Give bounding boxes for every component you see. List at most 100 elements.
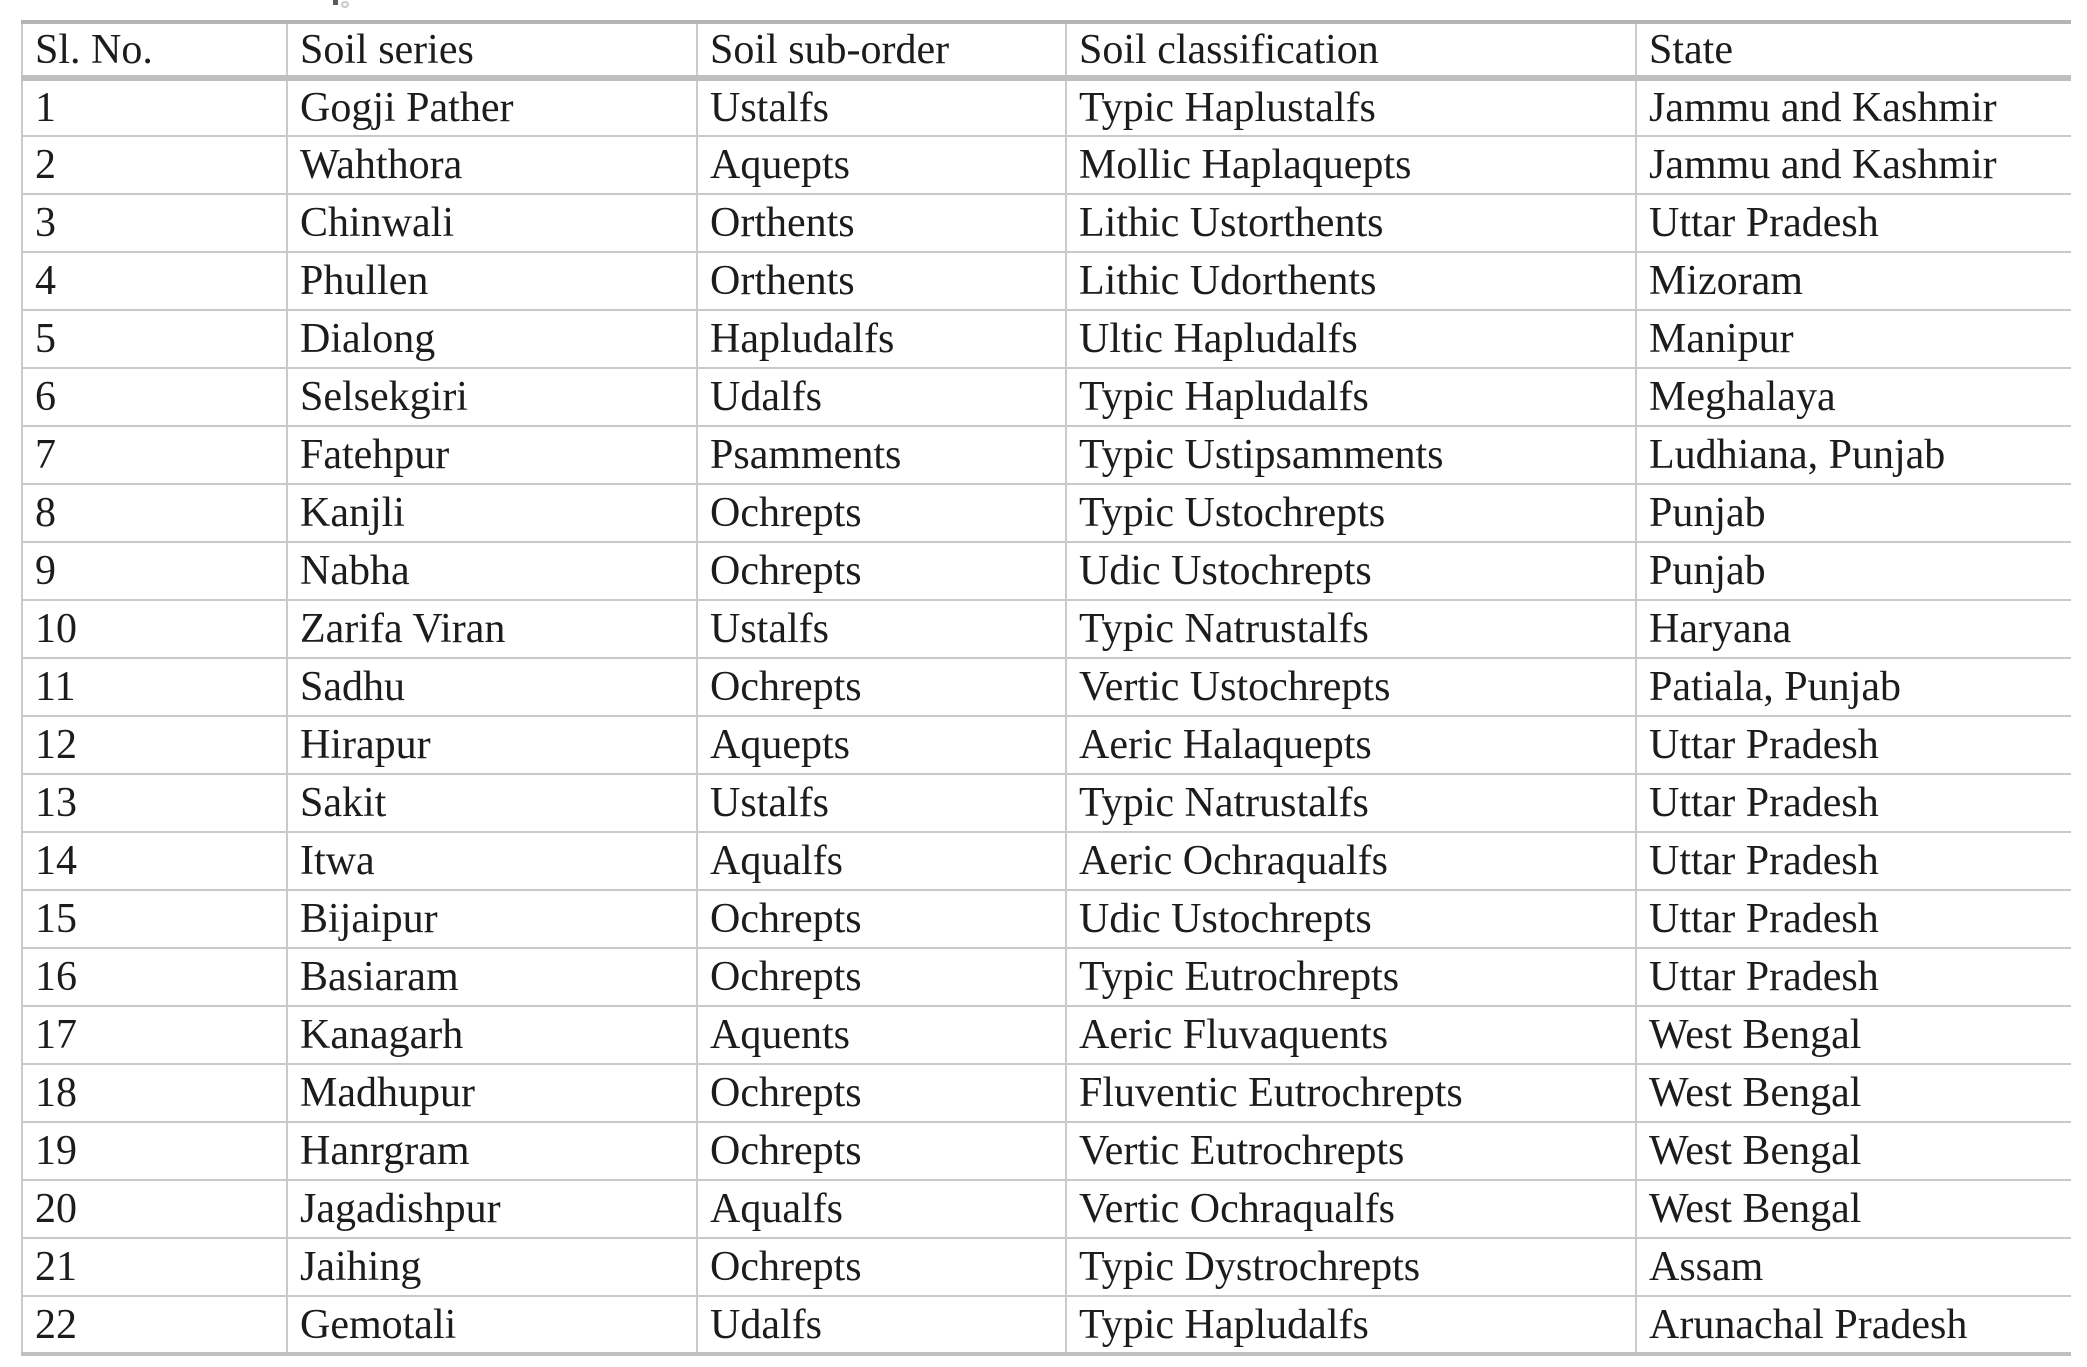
table-row: 10 Zarifa Viran Ustalfs Typic Natrustalfs Ha… xyxy=(21,600,2071,659)
table-row: 12 Hirapur Aquepts Aeric Halaquepts Uttar Pr… xyxy=(21,716,2071,775)
table-cell-soil-series: Dialong xyxy=(286,310,697,369)
table-cell-sl-no: 17 xyxy=(21,1006,287,1065)
table-row: 1 Gogji Pather Ustalfs Typic Haplustalfs Jam… xyxy=(21,78,2071,137)
table-cell-soil-series: Wahthora xyxy=(286,136,697,195)
header-row: Sl. No. Soil series Soil sub-order Soil cla… xyxy=(21,22,2071,81)
table-cell-soil-sub-order: Aqualfs xyxy=(696,832,1066,891)
table-cell-state: Uttar Pradesh xyxy=(1635,890,2071,949)
artifact-mark xyxy=(333,0,338,5)
table-cell-state: Punjab xyxy=(1635,484,2071,543)
artifact-mark xyxy=(341,1,349,8)
table-cell-sl-no: 1 xyxy=(21,78,287,137)
table-cell-state: Uttar Pradesh xyxy=(1635,774,2071,833)
soil-classification-table: Sl. No. Soil series Soil sub-order Soil cla… xyxy=(21,20,2071,1356)
table-cell-soil-series: Basiaram xyxy=(286,948,697,1007)
table-cell-soil-classification: Lithic Udorthents xyxy=(1065,252,1636,311)
table-row: 5 Dialong Hapludalfs Ultic Hapludalfs Manipu… xyxy=(21,310,2071,369)
table-cell-sl-no: 20 xyxy=(21,1180,287,1239)
table-row: 8 Kanjli Ochrepts Typic Ustochrepts Punjab xyxy=(21,484,2071,543)
table-cell-soil-series: Jagadishpur xyxy=(286,1180,697,1239)
table-cell-soil-sub-order: Ochrepts xyxy=(696,890,1066,949)
table-cell-state: West Bengal xyxy=(1635,1006,2071,1065)
table-cell-soil-classification: Vertic Ustochrepts xyxy=(1065,658,1636,717)
table-cell-state: Arunachal Pradesh xyxy=(1635,1296,2071,1356)
table-row: 14 Itwa Aqualfs Aeric Ochraqualfs Uttar Prad… xyxy=(21,832,2071,891)
table-cell-soil-classification: Mollic Haplaquepts xyxy=(1065,136,1636,195)
table-cell-soil-series: Nabha xyxy=(286,542,697,601)
table-row: 6 Selsekgiri Udalfs Typic Hapludalfs Meghala… xyxy=(21,368,2071,427)
table-row: 22 Gemotali Udalfs Typic Hapludalfs Arunacha… xyxy=(21,1296,2071,1356)
table-cell-soil-classification: Aeric Fluvaquents xyxy=(1065,1006,1636,1065)
table-cell-soil-classification: Lithic Ustorthents xyxy=(1065,194,1636,253)
table-cell-sl-no: 7 xyxy=(21,426,287,485)
table-cell-sl-no: 5 xyxy=(21,310,287,369)
table-cell-state: Meghalaya xyxy=(1635,368,2071,427)
table-cell-soil-series: Madhupur xyxy=(286,1064,697,1123)
table-cell-soil-sub-order: Ochrepts xyxy=(696,1064,1066,1123)
table-body: 1 Gogji Pather Ustalfs Typic Haplustalfs Jam… xyxy=(21,78,2071,1356)
table-cell-sl-no: 9 xyxy=(21,542,287,601)
table-cell-soil-classification: Typic Ustipsamments xyxy=(1065,426,1636,485)
column-header-soil-series: Soil series xyxy=(286,22,697,81)
table-cell-soil-sub-order: Ustalfs xyxy=(696,78,1066,137)
table-cell-sl-no: 2 xyxy=(21,136,287,195)
table-cell-sl-no: 6 xyxy=(21,368,287,427)
table-cell-soil-series: Phullen xyxy=(286,252,697,311)
table-cell-soil-series: Hanrgram xyxy=(286,1122,697,1181)
table-cell-soil-sub-order: Ochrepts xyxy=(696,1238,1066,1297)
table-row: 9 Nabha Ochrepts Udic Ustochrepts Punjab xyxy=(21,542,2071,601)
table-cell-sl-no: 18 xyxy=(21,1064,287,1123)
table-cell-soil-classification: Vertic Eutrochrepts xyxy=(1065,1122,1636,1181)
table-cell-soil-classification: Typic Hapludalfs xyxy=(1065,1296,1636,1356)
table-cell-soil-series: Zarifa Viran xyxy=(286,600,697,659)
table-cell-soil-sub-order: Psamments xyxy=(696,426,1066,485)
table-cell-sl-no: 21 xyxy=(21,1238,287,1297)
table-row: 11 Sadhu Ochrepts Vertic Ustochrepts Patiala… xyxy=(21,658,2071,717)
table-cell-soil-series: Itwa xyxy=(286,832,697,891)
table-cell-state: Uttar Pradesh xyxy=(1635,716,2071,775)
table-cell-soil-classification: Udic Ustochrepts xyxy=(1065,890,1636,949)
table-cell-state: Jammu and Kashmir xyxy=(1635,136,2071,195)
table-cell-state: West Bengal xyxy=(1635,1122,2071,1181)
table-cell-soil-series: Gogji Pather xyxy=(286,78,697,137)
table-row: 19 Hanrgram Ochrepts Vertic Eutrochrepts Wes… xyxy=(21,1122,2071,1181)
table-cell-soil-sub-order: Udalfs xyxy=(696,1296,1066,1356)
table-cell-soil-classification: Typic Dystrochrepts xyxy=(1065,1238,1636,1297)
table-cell-soil-sub-order: Udalfs xyxy=(696,368,1066,427)
table-cell-soil-sub-order: Ustalfs xyxy=(696,774,1066,833)
table-cell-soil-series: Selsekgiri xyxy=(286,368,697,427)
table-cell-soil-classification: Ultic Hapludalfs xyxy=(1065,310,1636,369)
table-header: Sl. No. Soil series Soil sub-order Soil cla… xyxy=(21,22,2071,81)
table-cell-soil-classification: Udic Ustochrepts xyxy=(1065,542,1636,601)
table-cell-soil-sub-order: Aquents xyxy=(696,1006,1066,1065)
table-cell-sl-no: 3 xyxy=(21,194,287,253)
table-cell-soil-classification: Typic Haplustalfs xyxy=(1065,78,1636,137)
table-cell-soil-classification: Typic Eutrochrepts xyxy=(1065,948,1636,1007)
table-cell-state: Haryana xyxy=(1635,600,2071,659)
table-cell-soil-classification: Aeric Ochraqualfs xyxy=(1065,832,1636,891)
table-row: 17 Kanagarh Aquents Aeric Fluvaquents West B… xyxy=(21,1006,2071,1065)
table-cell-soil-series: Gemotali xyxy=(286,1296,697,1356)
table-cell-sl-no: 14 xyxy=(21,832,287,891)
table-cell-soil-classification: Typic Natrustalfs xyxy=(1065,600,1636,659)
column-header-state: State xyxy=(1635,22,2071,81)
table-cell-soil-sub-order: Ustalfs xyxy=(696,600,1066,659)
table-cell-sl-no: 12 xyxy=(21,716,287,775)
table-cell-soil-classification: Typic Hapludalfs xyxy=(1065,368,1636,427)
table-cell-state: Uttar Pradesh xyxy=(1635,194,2071,253)
table-cell-soil-classification: Vertic Ochraqualfs xyxy=(1065,1180,1636,1239)
table-cell-state: West Bengal xyxy=(1635,1180,2071,1239)
table-cell-soil-sub-order: Aquepts xyxy=(696,716,1066,775)
table-row: 2 Wahthora Aquepts Mollic Haplaquepts Jammu … xyxy=(21,136,2071,195)
table-cell-soil-sub-order: Ochrepts xyxy=(696,658,1066,717)
table-row: 18 Madhupur Ochrepts Fluventic Eutrochrepts… xyxy=(21,1064,2071,1123)
table-cell-soil-sub-order: Orthents xyxy=(696,194,1066,253)
table-cell-sl-no: 13 xyxy=(21,774,287,833)
table-row: 16 Basiaram Ochrepts Typic Eutrochrepts Utta… xyxy=(21,948,2071,1007)
table-cell-soil-sub-order: Ochrepts xyxy=(696,948,1066,1007)
table-cell-soil-classification: Typic Natrustalfs xyxy=(1065,774,1636,833)
table-cell-soil-series: Sakit xyxy=(286,774,697,833)
table-cell-state: Ludhiana, Punjab xyxy=(1635,426,2071,485)
column-header-soil-sub-order: Soil sub-order xyxy=(696,22,1066,81)
cropped-caption-artifact xyxy=(333,0,349,8)
